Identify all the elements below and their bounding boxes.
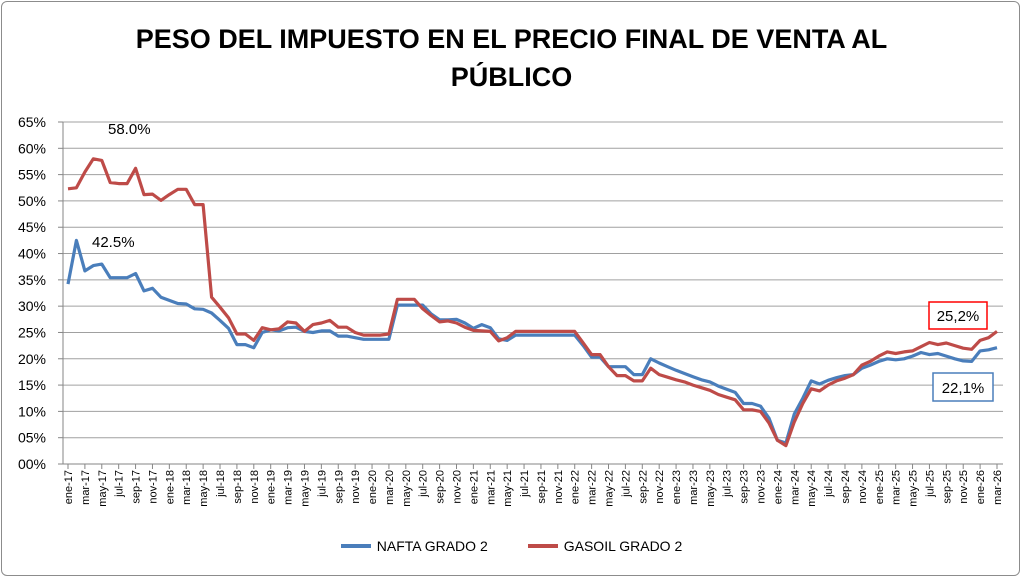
legend-swatch-nafta bbox=[340, 544, 371, 548]
annotation-gasoil-max: 58.0% bbox=[108, 121, 151, 138]
x-tick-label: nov-22 bbox=[654, 470, 666, 504]
legend-label-nafta: NAFTA GRADO 2 bbox=[376, 538, 488, 554]
legend-item-nafta: NAFTA GRADO 2 bbox=[340, 538, 488, 554]
x-tick-label: sep-25 bbox=[941, 470, 953, 504]
x-tick-label: jul-21 bbox=[519, 470, 531, 498]
x-tick-label: may-21 bbox=[502, 470, 514, 507]
x-tick-label: ene-17 bbox=[63, 470, 75, 504]
x-tick-label: nov-25 bbox=[958, 470, 970, 504]
x-tick-label: sep-24 bbox=[840, 470, 852, 504]
annotation-gasoil-last: 25,2% bbox=[937, 308, 980, 325]
annotation-box-gasoil bbox=[928, 301, 988, 330]
y-tick-label: 10% bbox=[18, 403, 46, 419]
x-tick-label: nov-21 bbox=[553, 470, 565, 504]
x-tick-label: may-19 bbox=[299, 470, 311, 507]
series-line-gasoil bbox=[67, 157, 998, 448]
y-tick-label: 30% bbox=[18, 298, 46, 314]
x-tick-label: sep-21 bbox=[536, 470, 548, 504]
x-tick-label: ene-20 bbox=[367, 470, 379, 504]
y-tick-label: 65% bbox=[18, 114, 46, 130]
x-tick-label: mar-19 bbox=[283, 470, 295, 505]
x-tick-label: mar-21 bbox=[485, 470, 497, 505]
x-tick-label: sep-19 bbox=[333, 470, 345, 504]
x-tick-label: sep-22 bbox=[637, 470, 649, 504]
y-tick-label: 35% bbox=[18, 272, 46, 288]
y-tick-label: 25% bbox=[18, 324, 46, 340]
x-tick-label: may-20 bbox=[401, 470, 413, 507]
y-tick-label: 60% bbox=[18, 140, 46, 156]
y-tick-label: 40% bbox=[18, 246, 46, 262]
x-tick-label: nov-19 bbox=[350, 470, 362, 504]
x-tick-label: sep-20 bbox=[435, 470, 447, 504]
x-tick-label: nov-17 bbox=[147, 470, 159, 504]
y-tick-label: 20% bbox=[18, 351, 46, 367]
chart-title: PESO DEL IMPUESTO EN EL PRECIO FINAL DE … bbox=[0, 20, 1023, 96]
x-tick-label: sep-23 bbox=[739, 470, 751, 504]
y-tick-label: 15% bbox=[18, 377, 46, 393]
x-tick-label: mar-26 bbox=[992, 470, 1004, 505]
annotation-nafta-max: 42.5% bbox=[92, 234, 135, 251]
x-tick-label: mar-22 bbox=[587, 470, 599, 505]
x-tick-label: ene-24 bbox=[772, 470, 784, 504]
y-tick-label: 45% bbox=[18, 219, 46, 235]
y-tick-label: 55% bbox=[18, 167, 46, 183]
x-tick-label: nov-20 bbox=[451, 470, 463, 504]
x-tick-label: may-22 bbox=[604, 470, 616, 507]
x-tick-label: sep-18 bbox=[232, 470, 244, 504]
x-tick-label: ene-26 bbox=[975, 470, 987, 504]
y-tick-label: 50% bbox=[18, 193, 46, 209]
chart-title-line1: PESO DEL IMPUESTO EN EL PRECIO FINAL DE … bbox=[135, 24, 888, 54]
x-tick-label: mar-25 bbox=[891, 470, 903, 505]
x-tick-label: ene-18 bbox=[164, 470, 176, 504]
x-tick-label: jul-24 bbox=[823, 470, 835, 498]
x-tick-label: nov-24 bbox=[857, 470, 869, 504]
x-tick-label: mar-20 bbox=[384, 470, 396, 505]
x-tick-label: may-24 bbox=[806, 470, 818, 507]
x-tick-label: jul-17 bbox=[114, 470, 126, 498]
x-tick-label: nov-18 bbox=[249, 470, 261, 504]
annotation-box-nafta bbox=[932, 372, 994, 402]
x-tick-label: mar-24 bbox=[789, 470, 801, 505]
x-tick-label: ene-25 bbox=[874, 470, 886, 504]
legend-swatch-gasoil bbox=[527, 544, 558, 548]
legend-label-gasoil: GASOIL GRADO 2 bbox=[563, 538, 683, 554]
x-tick-label: may-17 bbox=[97, 470, 109, 507]
x-tick-label: nov-23 bbox=[756, 470, 768, 504]
x-tick-label: jul-25 bbox=[924, 470, 936, 498]
legend-item-gasoil: GASOIL GRADO 2 bbox=[527, 538, 683, 554]
x-tick-label: ene-21 bbox=[468, 470, 480, 504]
series-line-nafta bbox=[66, 238, 998, 445]
annotation-nafta-last: 22,1% bbox=[942, 380, 985, 397]
x-tick-label: jul-22 bbox=[620, 470, 632, 498]
y-tick-label: 05% bbox=[18, 430, 46, 446]
x-tick-label: jul-19 bbox=[316, 470, 328, 498]
x-tick-label: may-23 bbox=[705, 470, 717, 507]
x-tick-label: ene-22 bbox=[570, 470, 582, 504]
x-tick-label: may-18 bbox=[198, 470, 210, 507]
x-tick-label: mar-17 bbox=[80, 470, 92, 505]
x-tick-label: ene-19 bbox=[266, 470, 278, 504]
x-tick-label: jul-18 bbox=[215, 470, 227, 498]
x-tick-label: jul-20 bbox=[418, 470, 430, 498]
legend: NAFTA GRADO 2 GASOIL GRADO 2 bbox=[0, 538, 1023, 554]
x-tick-label: ene-23 bbox=[671, 470, 683, 504]
y-tick-label: 00% bbox=[18, 456, 46, 472]
x-tick-label: jul-23 bbox=[722, 470, 734, 498]
chart-title-line2: PÚBLICO bbox=[450, 62, 573, 92]
x-tick-label: mar-18 bbox=[181, 470, 193, 505]
x-tick-label: sep-17 bbox=[131, 470, 143, 504]
x-tick-label: mar-23 bbox=[688, 470, 700, 505]
x-tick-label: may-25 bbox=[908, 470, 920, 507]
